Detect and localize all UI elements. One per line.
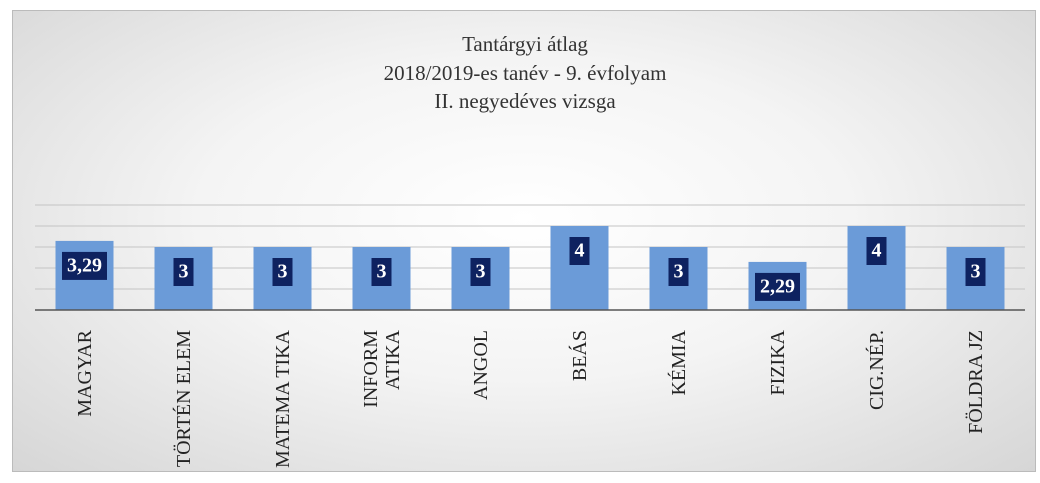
data-label: 4	[872, 240, 882, 262]
x-tick-label: FIZIKA	[766, 330, 789, 396]
data-label-box	[965, 258, 986, 286]
data-label-box	[470, 258, 491, 286]
chart-subtitle: 2018/2019-es tanév - 9. évfolyam	[384, 61, 667, 85]
data-label-box	[866, 237, 887, 265]
data-label-box	[173, 258, 194, 286]
x-tick-label: TÖRTÉN ELEM	[172, 330, 195, 468]
data-label-box	[668, 258, 689, 286]
data-label: 3,29	[67, 255, 102, 277]
data-label: 3	[179, 261, 189, 283]
data-label: 3	[476, 261, 486, 283]
data-label: 3	[674, 261, 684, 283]
x-tick-label: MAGYAR	[73, 330, 96, 417]
x-tick-label: INFORM ATIKA	[359, 330, 404, 408]
x-tick-label: ANGOL	[469, 330, 492, 400]
x-tick-label: CIG.NÉP.	[865, 330, 888, 411]
data-label-box	[569, 237, 590, 265]
data-label-box	[755, 272, 800, 301]
x-tick-label: BEÁS	[568, 330, 591, 382]
data-label: 2,29	[760, 276, 795, 298]
x-tick-label: KÉMIA	[667, 330, 690, 396]
data-label-box	[272, 258, 293, 286]
x-tick-label: FÖLDRA JZ	[964, 330, 987, 434]
chart-subtitle: II. negyedéves vizsga	[434, 89, 616, 113]
data-label-box	[371, 258, 392, 286]
data-label: 3	[278, 261, 288, 283]
chart-title: Tantárgyi átlag	[462, 32, 588, 56]
x-tick-label: MATEMA TIKA	[271, 330, 294, 468]
data-label: 3	[377, 261, 387, 283]
data-label: 3	[971, 261, 981, 283]
data-label-box	[62, 251, 107, 280]
data-label: 4	[575, 240, 585, 262]
